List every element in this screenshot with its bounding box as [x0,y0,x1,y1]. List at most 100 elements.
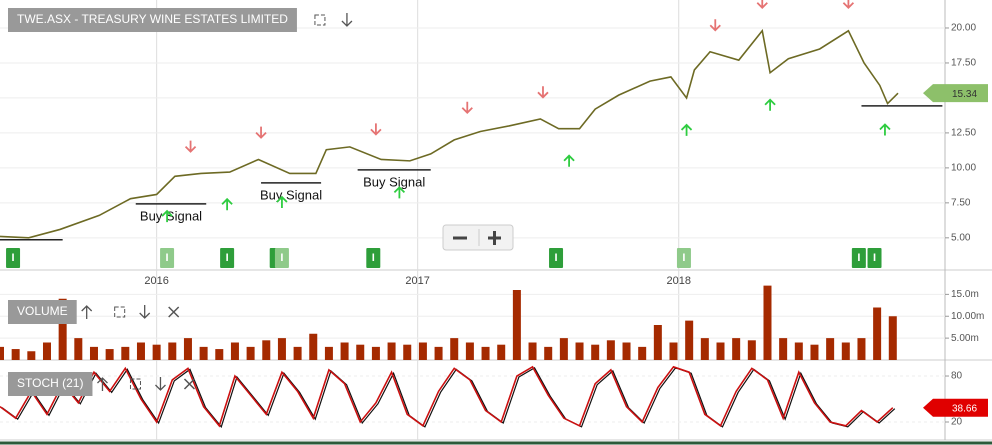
event-badge [6,248,21,268]
bar [700,338,709,360]
bar [732,338,741,360]
bar [183,338,192,360]
event-label: I [226,252,229,264]
bar [89,346,98,360]
event-label: I [555,252,558,264]
bar [591,344,600,360]
bar [246,346,255,360]
bar [888,316,897,360]
bar [27,351,36,360]
bar [575,342,584,360]
bar [450,338,459,360]
bar [136,342,145,360]
sell-arrow [709,19,721,32]
event-label: I [372,252,375,264]
bar [638,346,647,360]
bar [105,349,114,360]
y-tick-label: 20 [951,417,963,428]
bar [497,344,506,360]
bar [215,349,224,360]
event-label: I [280,252,283,264]
down-icon[interactable] [139,305,151,319]
sell-arrow [255,126,267,139]
bar [121,346,130,360]
title-badge [8,372,93,396]
buy-arrow [161,209,173,223]
buy-arrow [680,123,693,136]
bar [763,285,772,360]
bar [168,342,177,360]
y-tick-label: 10.00 [951,163,976,174]
x-tick-label: 2017 [405,275,429,287]
y-tick-label: 5.00 [951,232,971,243]
bar [622,342,631,360]
x-tick-label: 2018 [666,275,690,287]
chart-title: VOLUME [17,304,68,318]
bar [528,342,537,360]
down-icon[interactable] [341,13,353,27]
y-tick-label: 5.00m [951,333,979,344]
bar [262,340,271,360]
x-tick-label: 2016 [144,275,168,287]
bar [685,320,694,360]
bar [826,338,835,360]
sell-arrow [184,140,197,153]
bar [606,340,615,360]
event-badge [676,248,691,268]
bar [841,342,850,360]
expand-icon[interactable] [129,378,141,390]
price-tag: 15.34 [952,89,977,100]
expand-icon[interactable] [314,14,326,26]
bar [403,344,412,360]
y-tick-label: 80 [951,371,963,382]
line [0,365,894,428]
event-badge [366,248,381,268]
event-label: I [12,252,15,264]
stoch-tag-bg [923,398,988,417]
annotation: Buy Signal [363,174,425,189]
bar [152,344,161,360]
bar [309,333,318,360]
down-icon[interactable] [155,377,166,391]
event-badge [274,248,289,268]
y-tick-label: 10.00m [951,311,984,322]
close-icon[interactable] [168,306,180,318]
close-icon[interactable] [183,378,195,390]
bar [74,338,83,360]
stoch-tag: 38.66 [952,403,977,414]
event-badge [867,248,882,268]
expand-icon[interactable] [114,306,126,318]
bar [0,346,4,360]
y-tick-label: 15.0m [951,289,979,300]
y-tick-label: 17.50 [951,58,976,69]
buy-arrow [563,154,575,167]
bar [11,349,20,360]
bar [559,338,568,360]
zoom-control[interactable] [442,224,514,251]
line-shadow [1,366,896,429]
sell-arrow [756,0,768,10]
bar [779,338,788,360]
buy-arrow [879,123,891,136]
bar [340,342,349,360]
bar [512,290,521,360]
bar [481,346,490,360]
bar [544,346,553,360]
bar [42,342,51,360]
y-tick-label: 7.50 [951,197,971,208]
sell-arrow [842,0,855,10]
title-badge [8,300,77,324]
bar [873,307,882,360]
up-icon[interactable] [81,305,93,319]
event-label: I [857,252,860,264]
annotation: Buy Signal [260,187,322,202]
bar [857,338,866,360]
up-icon[interactable] [97,377,108,391]
y-tick-label: 12.50 [951,128,976,139]
bar [230,342,239,360]
buy-arrow [764,98,776,111]
bar [199,346,208,360]
sell-arrow [537,86,549,99]
